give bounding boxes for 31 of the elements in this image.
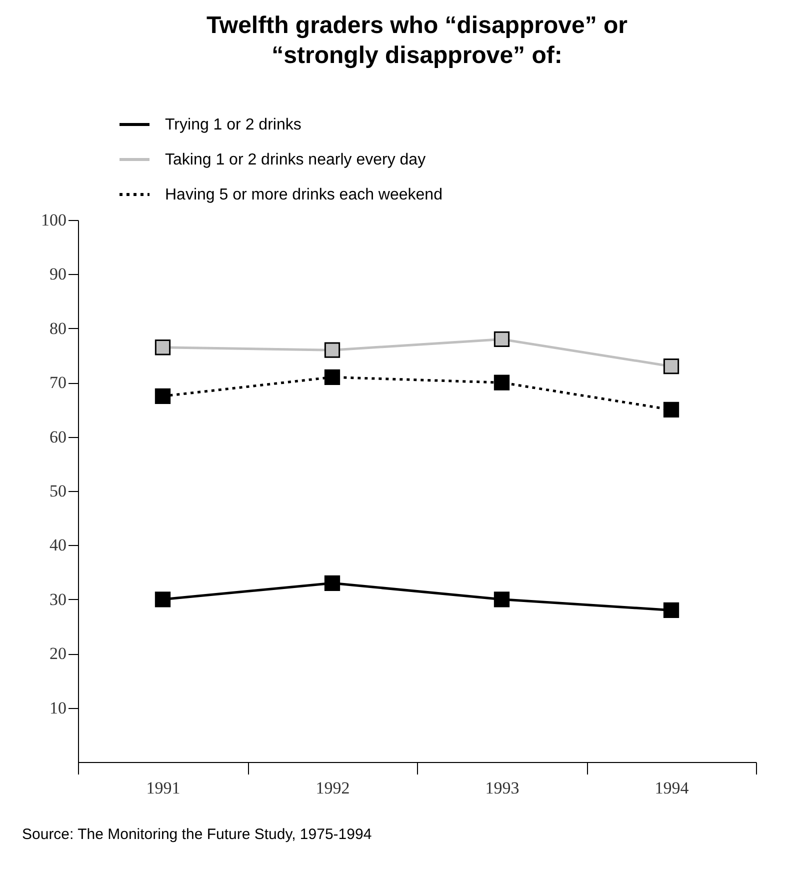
chart-title: Twelfth graders who “disapprove” or “strongly disapprove” of: (206, 12, 628, 69)
legend-label: Trying 1 or 2 drinks (165, 116, 302, 134)
point (154, 388, 171, 404)
point (154, 592, 171, 608)
point (663, 358, 680, 374)
point (663, 602, 680, 618)
point (324, 369, 340, 385)
point (494, 374, 510, 390)
y-tick-label: 80 (50, 318, 66, 338)
y-tick-label: 40 (50, 536, 66, 555)
y-tick-label: 20 (50, 644, 66, 664)
x-tick-label: 1993 (485, 778, 520, 798)
x-tick-label: 1991 (146, 778, 180, 798)
point (663, 402, 680, 418)
legend-label: Taking 1 or 2 drinks nearly every day (165, 152, 426, 168)
y-tick-label: 10 (50, 698, 66, 718)
x-tick-label: 1994 (654, 778, 690, 798)
y-tick-label: 100 (41, 210, 66, 230)
legend-label: Having 5 or more drinks each weekend (165, 186, 442, 204)
y-tick-label: 60 (50, 427, 66, 446)
point (494, 592, 510, 608)
point (324, 575, 340, 591)
point (494, 331, 510, 348)
y-tick-label: 30 (50, 590, 66, 609)
y-tick-label: 90 (50, 264, 66, 284)
source-note: Source: The Monitoring the Future Study, 1975-1994 (22, 826, 372, 843)
x-tick-label: 1992 (316, 778, 350, 798)
y-tick-label: 70 (50, 373, 66, 392)
point (154, 340, 171, 356)
point (324, 342, 340, 358)
y-tick-label: 50 (50, 482, 66, 500)
